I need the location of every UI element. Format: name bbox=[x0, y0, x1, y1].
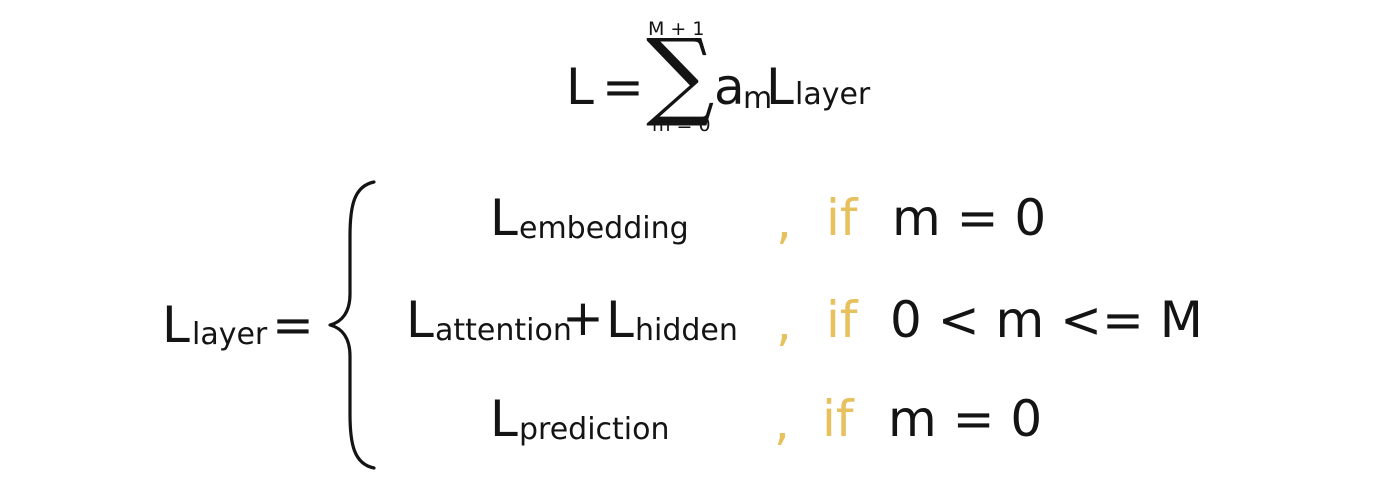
case-2-condition: 0 < m <= M bbox=[890, 291, 1203, 349]
coefficient-a: a bbox=[714, 58, 745, 116]
case-3-condition: m = 0 bbox=[888, 390, 1043, 448]
hidden-loss-subscript: hidden bbox=[635, 313, 738, 348]
case-2-if: if bbox=[826, 291, 858, 349]
case-2-comma: , bbox=[776, 294, 792, 352]
case-1-condition: m = 0 bbox=[892, 189, 1047, 247]
layer-loss-term: L bbox=[766, 58, 794, 116]
prediction-loss-subscript: prediction bbox=[519, 412, 670, 447]
hidden-loss: L bbox=[606, 291, 634, 349]
embedding-loss-subscript: embedding bbox=[519, 211, 689, 246]
attention-loss-subscript: attention bbox=[435, 313, 572, 348]
left-brace bbox=[328, 180, 376, 470]
layer-loss-lhs: L bbox=[162, 296, 190, 354]
layer-equals-sign: = bbox=[272, 296, 314, 354]
case-3-if: if bbox=[822, 390, 854, 448]
summation-sign: ∑ bbox=[646, 18, 715, 130]
plus-sign: + bbox=[562, 289, 604, 347]
layer-loss-subscript: layer bbox=[795, 77, 871, 112]
embedding-loss: L bbox=[490, 189, 518, 247]
prediction-loss: L bbox=[490, 390, 518, 448]
total-loss-symbol: L bbox=[566, 58, 594, 116]
equals-sign: = bbox=[602, 58, 644, 116]
sum-upper-limit: M + 1 bbox=[648, 18, 705, 40]
layer-loss-lhs-subscript: layer bbox=[192, 317, 268, 352]
case-3-comma: , bbox=[774, 393, 790, 451]
coefficient-subscript: m bbox=[743, 81, 773, 116]
attention-loss: L bbox=[406, 291, 434, 349]
sum-lower-limit: m = 0 bbox=[652, 114, 711, 136]
case-1-comma: , bbox=[776, 192, 792, 250]
case-1-if: if bbox=[826, 189, 858, 247]
